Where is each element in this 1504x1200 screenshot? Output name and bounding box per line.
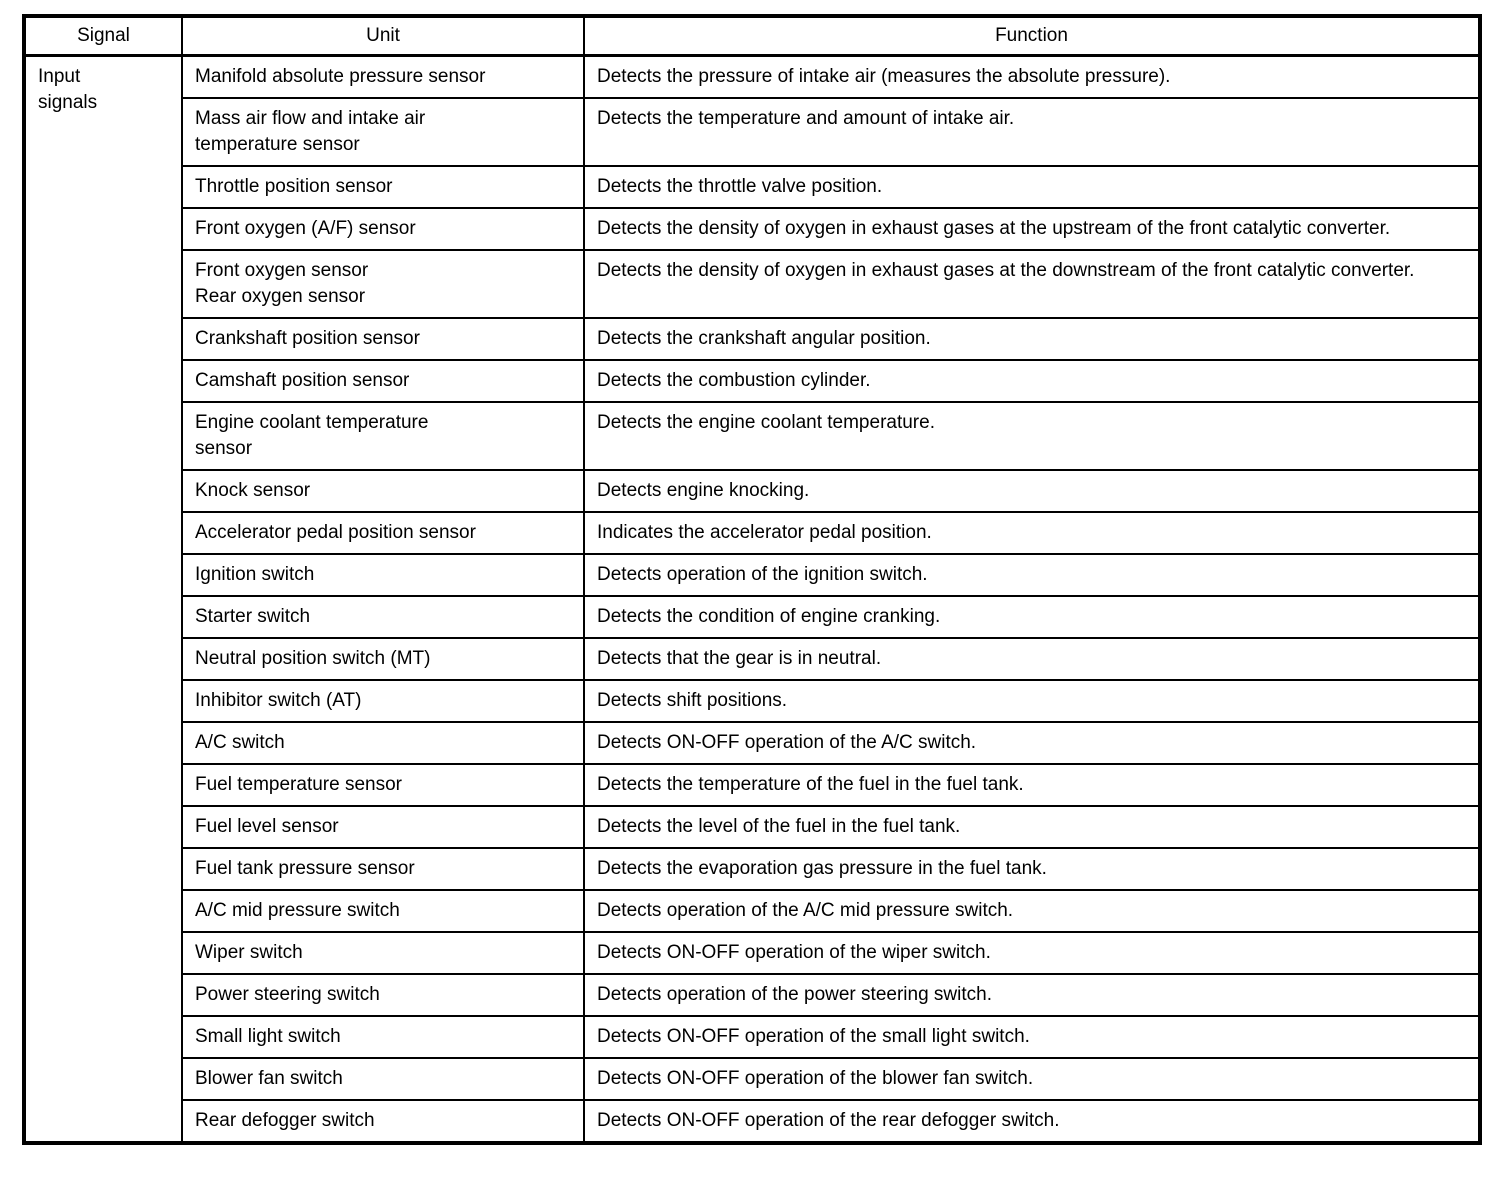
table-row: Neutral position switch (MT) Detects that…: [24, 637, 1481, 681]
unit-cell: Inhibitor switch (AT): [181, 679, 585, 723]
function-cell: Detects the pressure of intake air (meas…: [583, 54, 1481, 99]
unit-cell: Camshaft position sensor: [181, 359, 585, 403]
function-cell: Detects the density of oxygen in exhaust…: [583, 207, 1481, 251]
table-row: Throttle position sensor Detects the thro…: [24, 165, 1481, 209]
unit-cell: Mass air flow and intake air temperature…: [181, 97, 585, 167]
function-cell: Detects ON-OFF operation of the A/C swit…: [583, 721, 1481, 765]
unit-cell: Engine coolant temperature sensor: [181, 401, 585, 471]
table-row: Fuel temperature sensor Detects the tempe…: [24, 763, 1481, 807]
table-row: Fuel tank pressure sensor Detects the eva…: [24, 847, 1481, 891]
table-row: A/C switch Detects ON-OFF operation of th…: [24, 721, 1481, 765]
unit-cell: Rear defogger switch: [181, 1099, 585, 1144]
unit-cell: Wiper switch: [181, 931, 585, 975]
table-row: Crankshaft position sensor Detects the cr…: [24, 317, 1481, 361]
header-row: Signal Unit Function: [23, 15, 1481, 57]
function-cell: Indicates the accelerator pedal position…: [583, 511, 1481, 555]
table-row: Mass air flow and intake air temperature…: [24, 97, 1481, 167]
unit-cell: Ignition switch: [181, 553, 585, 597]
table-row: Input signals Manifold absolute pressure …: [23, 54, 1481, 1144]
signals-table: Signal Unit Function Input signals Manifo…: [22, 14, 1482, 1145]
table-row: Starter switch Detects the condition of e…: [24, 595, 1481, 639]
table-row: Ignition switch Detects operation of the …: [24, 553, 1481, 597]
table-row: Power steering switch Detects operation o…: [24, 973, 1481, 1017]
unit-cell: Small light switch: [181, 1015, 585, 1059]
table-row: Blower fan switch Detects ON-OFF operatio…: [24, 1057, 1481, 1101]
function-cell: Detects the combustion cylinder.: [583, 359, 1481, 403]
unit-cell: Throttle position sensor: [181, 165, 585, 209]
table-row: Rear defogger switch Detects ON-OFF opera…: [24, 1099, 1481, 1144]
table-row: Fuel level sensor Detects the level of th…: [24, 805, 1481, 849]
function-cell: Detects the throttle valve position.: [583, 165, 1481, 209]
function-cell: Detects the temperature of the fuel in t…: [583, 763, 1481, 807]
signal-group-cell: Input signals: [23, 54, 183, 1144]
function-cell: Detects the crankshaft angular position.: [583, 317, 1481, 361]
unit-cell: A/C switch: [181, 721, 585, 765]
unit-cell: Blower fan switch: [181, 1057, 585, 1101]
function-cell: Detects the level of the fuel in the fue…: [583, 805, 1481, 849]
unit-cell: Manifold absolute pressure sensor: [181, 54, 585, 99]
unit-cell: Front oxygen sensor Rear oxygen sensor: [181, 249, 585, 319]
function-cell: Detects the evaporation gas pressure in …: [583, 847, 1481, 891]
unit-cell: Fuel level sensor: [181, 805, 585, 849]
function-cell: Detects operation of the A/C mid pressur…: [583, 889, 1481, 933]
function-cell: Detects that the gear is in neutral.: [583, 637, 1481, 681]
table-row: Small light switch Detects ON-OFF operati…: [24, 1015, 1481, 1059]
table-body: Input signals Manifold absolute pressure …: [23, 54, 1481, 1144]
function-cell: Detects the condition of engine cranking…: [583, 595, 1481, 639]
table-row: A/C mid pressure switch Detects operation…: [24, 889, 1481, 933]
function-cell: Detects shift positions.: [583, 679, 1481, 723]
function-cell: Detects ON-OFF operation of the small li…: [583, 1015, 1481, 1059]
unit-cell: Starter switch: [181, 595, 585, 639]
header-signal: Signal: [23, 15, 183, 57]
table-row: Front oxygen sensor Rear oxygen sensor De…: [24, 249, 1481, 319]
table-row: Camshaft position sensor Detects the comb…: [24, 359, 1481, 403]
unit-cell: Knock sensor: [181, 469, 585, 513]
function-cell: Detects the engine coolant temperature.: [583, 401, 1481, 471]
table-row: Knock sensor Detects engine knocking.: [24, 469, 1481, 513]
table-header: Signal Unit Function: [23, 15, 1481, 57]
unit-cell: Power steering switch: [181, 973, 585, 1017]
function-cell: Detects the density of oxygen in exhaust…: [583, 249, 1481, 319]
table-row: Accelerator pedal position sensor Indicat…: [24, 511, 1481, 555]
table-row: Engine coolant temperature sensor Detects…: [24, 401, 1481, 471]
function-cell: Detects ON-OFF operation of the rear def…: [583, 1099, 1481, 1144]
function-cell: Detects engine knocking.: [583, 469, 1481, 513]
unit-cell: A/C mid pressure switch: [181, 889, 585, 933]
function-cell: Detects operation of the ignition switch…: [583, 553, 1481, 597]
function-cell: Detects the temperature and amount of in…: [583, 97, 1481, 167]
function-cell: Detects operation of the power steering …: [583, 973, 1481, 1017]
header-unit: Unit: [181, 15, 585, 57]
function-cell: Detects ON-OFF operation of the blower f…: [583, 1057, 1481, 1101]
unit-cell: Front oxygen (A/F) sensor: [181, 207, 585, 251]
unit-cell: Neutral position switch (MT): [181, 637, 585, 681]
unit-cell: Fuel temperature sensor: [181, 763, 585, 807]
table-row: Front oxygen (A/F) sensor Detects the den…: [24, 207, 1481, 251]
unit-cell: Fuel tank pressure sensor: [181, 847, 585, 891]
function-cell: Detects ON-OFF operation of the wiper sw…: [583, 931, 1481, 975]
unit-cell: Accelerator pedal position sensor: [181, 511, 585, 555]
unit-cell: Crankshaft position sensor: [181, 317, 585, 361]
table-row: Wiper switch Detects ON-OFF operation of …: [24, 931, 1481, 975]
header-function: Function: [583, 15, 1481, 57]
table-row: Inhibitor switch (AT) Detects shift posit…: [24, 679, 1481, 723]
